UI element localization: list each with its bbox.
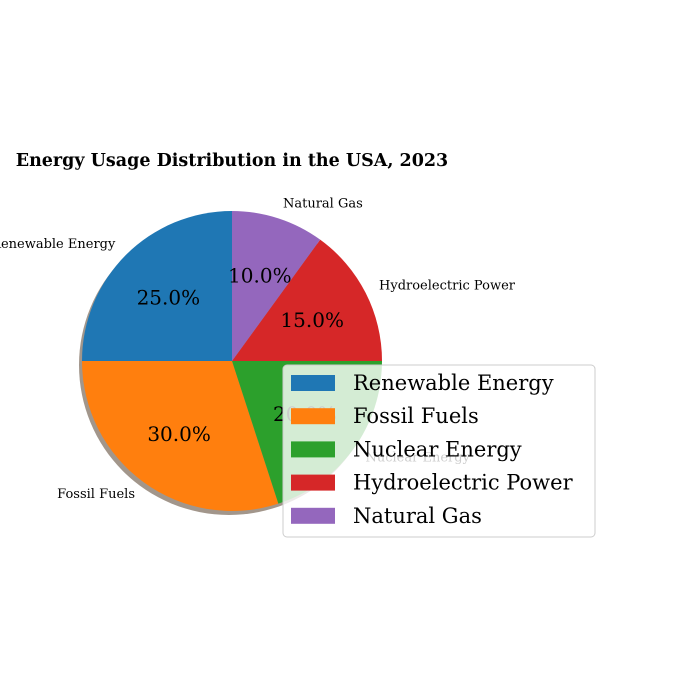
category-label-natural-gas: Natural Gas [283,197,363,212]
legend-swatch-renewable-energy [291,375,335,391]
pie-slice-renewable-energy [82,211,232,361]
percent-label-natural-gas: 10.0% [228,263,292,287]
percent-label-fossil-fuels: 30.0% [147,422,211,446]
legend-label-renewable-energy: Renewable Energy [353,371,554,395]
legend: Renewable Energy Fossil Fuels Nuclear Ener… [282,364,596,538]
legend-label-nuclear-energy: Nuclear Energy [353,437,522,461]
legend-label-natural-gas: Natural Gas [353,504,482,528]
legend-label-fossil-fuels: Fossil Fuels [353,404,479,428]
category-label-hydroelectric-power: Hydroelectric Power [379,279,516,294]
legend-swatch-nuclear-energy [291,441,335,458]
percent-label-hydroelectric-power: 15.0% [280,308,344,332]
legend-swatch-hydroelectric-power [291,474,335,491]
category-label-renewable-energy: Renewable Energy [0,237,116,252]
legend-swatch-fossil-fuels [291,408,335,425]
chart-title: Energy Usage Distribution in the USA, 20… [16,151,449,171]
legend-label-hydroelectric-power: Hydroelectric Power [353,471,574,495]
percent-label-renewable-energy: 25.0% [137,285,201,309]
legend-box [282,364,596,538]
pie-slice-hydroelectric-power [232,239,382,361]
pie-slice-natural-gas [232,211,321,361]
category-label-fossil-fuels: Fossil Fuels [57,487,135,502]
legend-swatch-natural-gas [291,507,335,524]
pie-slice-fossil-fuels [82,361,279,511]
